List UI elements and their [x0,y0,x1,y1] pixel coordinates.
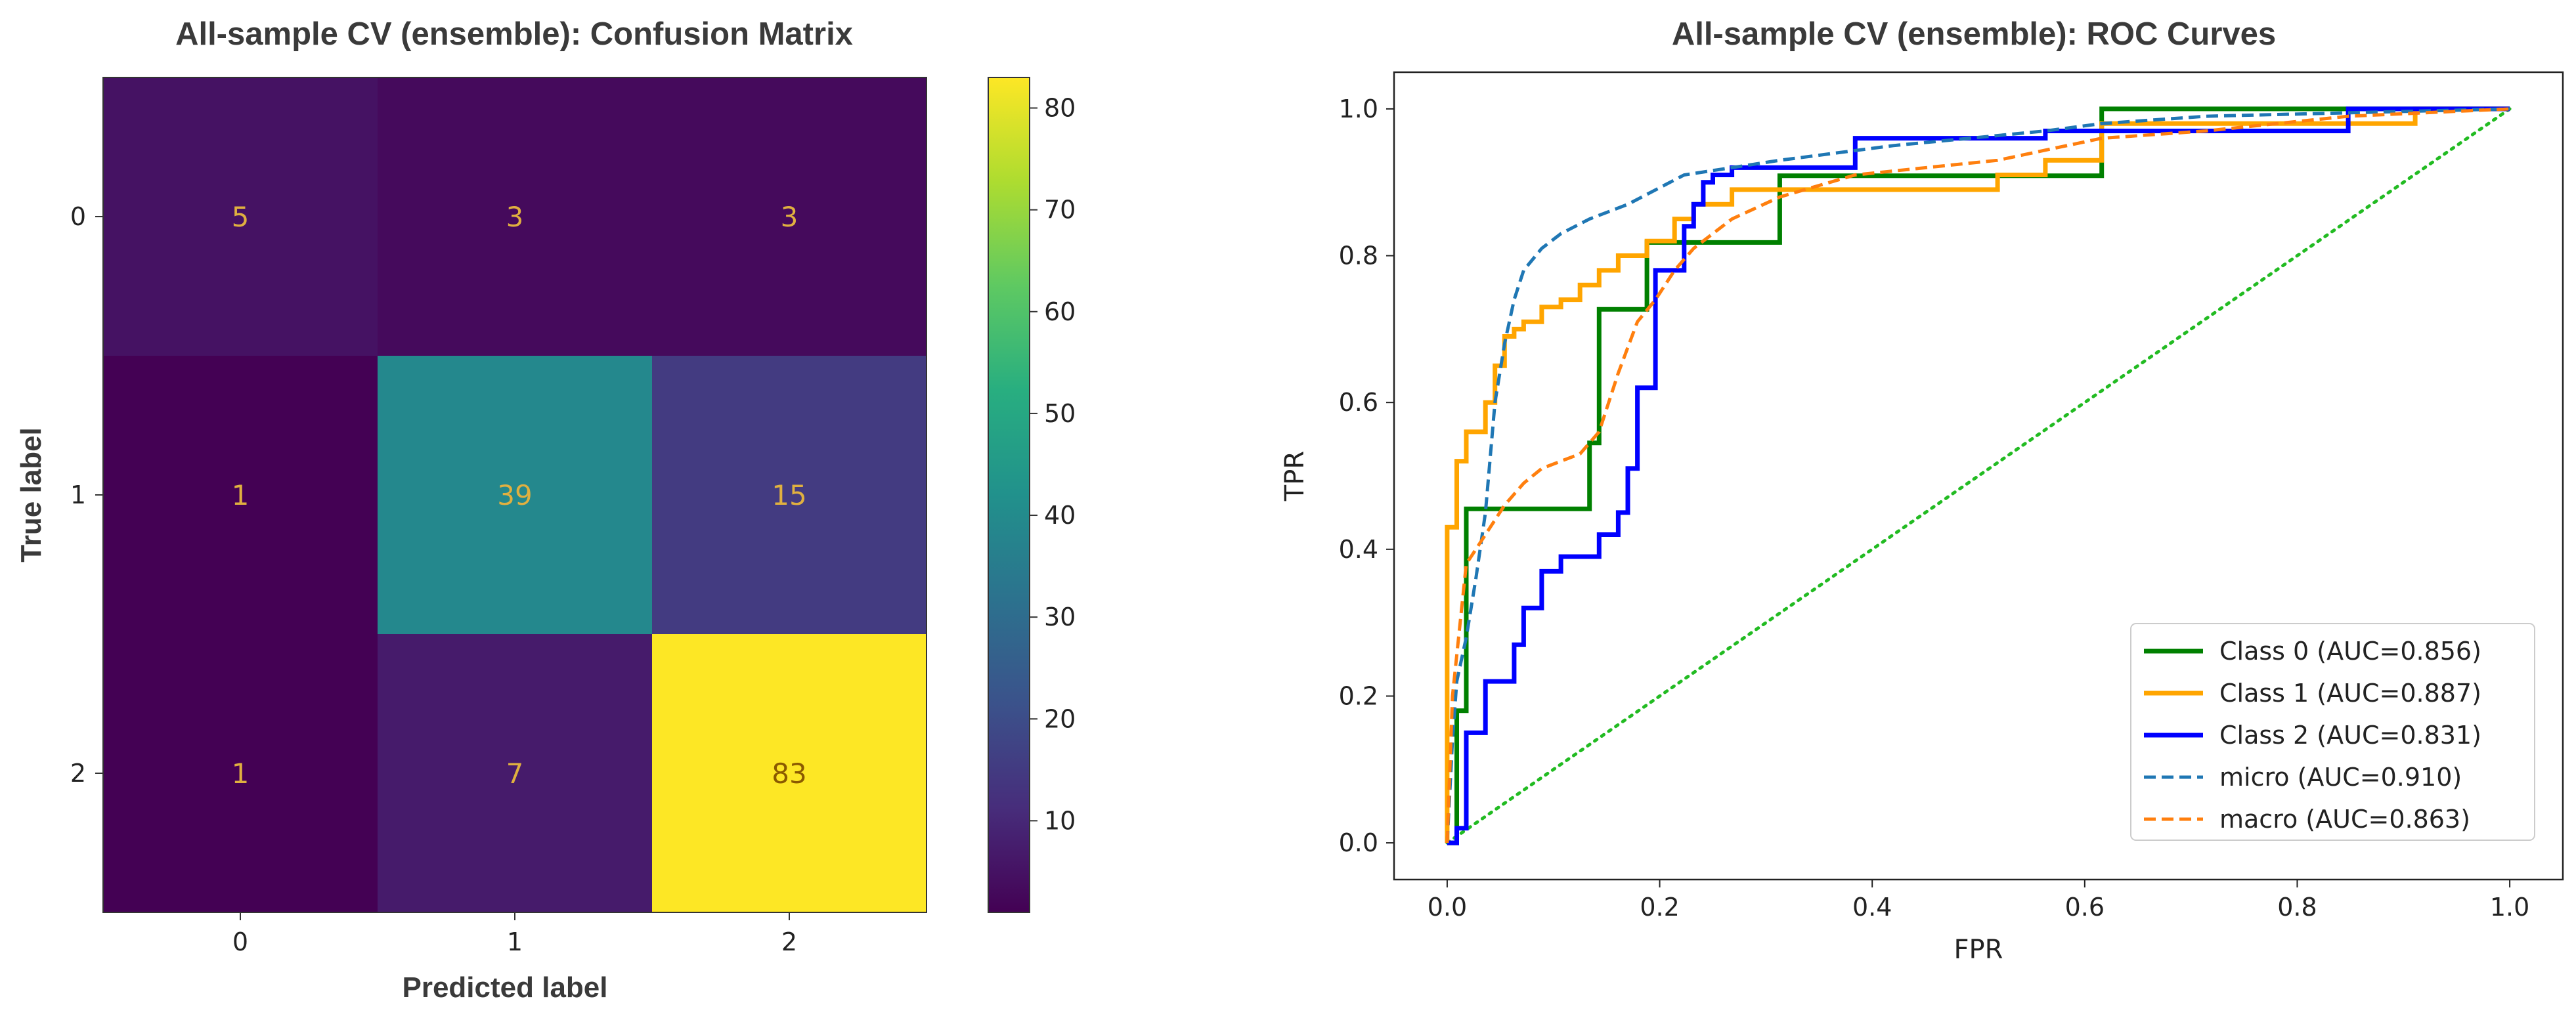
cm-cell-2-0 [103,634,378,912]
roc-series-class-1 [1445,106,2510,843]
cm-cell-0-0 [103,77,378,356]
roc-x-ticks: 0.0 0.2 0.4 0.6 0.8 1.0 [1428,880,2529,922]
roc-y-tick-label: 0.4 [1339,535,1378,564]
colorbar-tick-label: 20 [1044,704,1076,733]
roc-legend-frame [2130,623,2535,841]
cm-x-tick-label: 1 [507,927,523,956]
colorbar-tick-label: 70 [1044,196,1076,224]
cm-y-tick-label: 1 [70,480,86,509]
cm-cells: 5 3 3 1 39 15 1 7 83 [103,77,927,912]
roc-x-tick-label: 0.4 [1852,893,1892,922]
colorbar-tick-label: 60 [1044,297,1076,326]
roc-legend-entry: Class 1 (AUC=0.887) [2219,679,2481,708]
colorbar: 10 20 30 40 50 60 70 80 [988,77,1076,913]
cm-cell-2-1 [378,634,652,912]
cm-cell-1-0 [103,356,378,634]
roc-legend-entry: macro (AUC=0.863) [2219,805,2470,834]
cm-y-ticks: 0 1 2 [70,202,103,788]
colorbar-tick-label: 10 [1044,806,1076,835]
cm-x-tick-label: 0 [232,927,248,956]
colorbar-gradient [988,77,1030,913]
colorbar-tick-label: 40 [1044,501,1076,530]
cm-cell-label-0-0: 5 [232,201,250,233]
cm-y-tick-label: 2 [70,759,86,788]
cm-x-ticks: 0 1 2 [232,912,797,956]
roc-series-chance [1445,107,2512,845]
roc-lines [1445,106,2512,845]
colorbar-tick-label: 50 [1044,399,1076,428]
cm-y-axis-label: True label [15,427,47,562]
roc-y-tick-label: 1.0 [1339,95,1378,123]
roc-x-axis-label: FPR [1954,935,2003,965]
roc-series-micro [1445,107,2510,843]
cm-y-tick-label: 0 [70,202,86,231]
confusion-matrix-panel: All-sample CV (ensemble): Confusion Matr… [15,16,927,1004]
roc-legend: Class 0 (AUC=0.856) Class 1 (AUC=0.887) Cl… [2130,623,2535,841]
roc-y-tick-label: 0.8 [1339,242,1378,270]
roc-legend-entry: Class 2 (AUC=0.831) [2219,721,2481,750]
roc-x-tick-label: 0.6 [2065,893,2105,922]
colorbar-ticks: 10 20 30 40 50 60 70 80 [1030,94,1076,835]
roc-panel: All-sample CV (ensemble): ROC Curves 0.0… [1280,16,2564,965]
roc-series-class-0 [1447,106,2510,845]
roc-x-tick-label: 0.2 [1640,893,1679,922]
cm-cell-2-2 [652,634,927,912]
cm-x-axis-label: Predicted label [402,971,607,1004]
cm-cell-1-2 [652,356,927,634]
cm-cell-label-2-2: 83 [772,757,806,790]
roc-y-tick-label: 0.6 [1339,388,1378,417]
roc-legend-entry: micro (AUC=0.910) [2219,763,2462,792]
cm-cell-0-1 [378,77,652,356]
roc-frame [1393,71,2564,881]
roc-series-class-2 [1447,106,2510,845]
colorbar-tick-label: 30 [1044,603,1076,631]
cm-cell-label-2-1: 7 [506,757,524,790]
cm-cell-label-2-0: 1 [232,757,250,790]
roc-legend-entry: Class 0 (AUC=0.856) [2219,637,2481,666]
cm-title: All-sample CV (ensemble): Confusion Matr… [175,16,853,52]
roc-x-tick-label: 0.8 [2277,893,2317,922]
roc-x-tick-label: 0.0 [1428,893,1467,922]
roc-title: All-sample CV (ensemble): ROC Curves [1672,16,2276,52]
colorbar-tick-label: 80 [1044,94,1076,123]
cm-cell-label-0-2: 3 [781,201,798,233]
cm-cell-label-1-0: 1 [232,479,250,511]
roc-x-tick-label: 1.0 [2490,893,2529,922]
roc-y-tick-label: 0.0 [1339,828,1378,857]
cm-x-tick-label: 2 [781,927,797,956]
roc-y-axis-label: TPR [1280,451,1310,501]
roc-y-tick-label: 0.2 [1339,681,1378,710]
cm-cell-label-1-2: 15 [772,479,806,511]
cm-cell-label-0-1: 3 [506,201,524,233]
roc-series-macro [1445,107,2510,843]
cm-cell-0-2 [652,77,927,356]
cm-cell-1-1 [378,356,652,634]
roc-y-ticks: 0.0 0.2 0.4 0.6 0.8 1.0 [1339,95,1394,857]
cm-cell-label-1-1: 39 [497,479,532,511]
